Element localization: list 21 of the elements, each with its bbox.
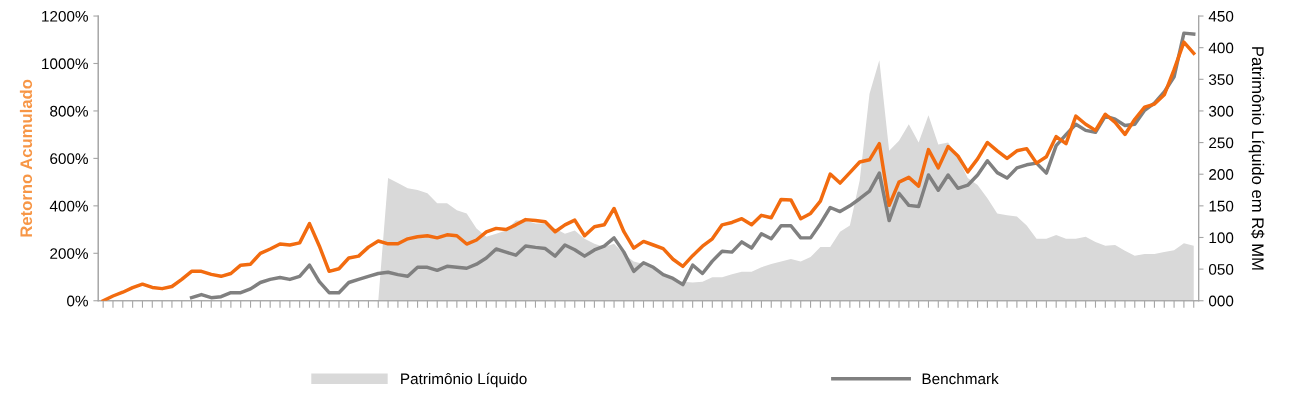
legend-label: Benchmark — [922, 373, 999, 385]
y2-tick-label: 100 — [1209, 232, 1234, 244]
y2-axis-title: Patrimônio Líquido em R$ MM — [1248, 47, 1265, 270]
y-tick-label: 0% — [67, 295, 88, 307]
y-tick-label: 200% — [50, 248, 88, 259]
y2-tick-label: 300 — [1208, 105, 1234, 117]
y-tick-label: 400% — [49, 200, 88, 212]
y2-tick-label: 150 — [1209, 200, 1234, 212]
y2-tick-label: 400 — [1208, 42, 1234, 54]
y2-tick-label: 000 — [1208, 295, 1234, 307]
y2-tick-label: 250 — [1209, 137, 1234, 149]
y-axis-title: Retorno Acumulado — [19, 79, 33, 237]
y2-tick-label: 050 — [1208, 263, 1234, 275]
y-tick-label: 800% — [50, 105, 88, 117]
y2-tick-label: 200 — [1209, 169, 1234, 180]
y2-tick-label: 350 — [1208, 74, 1234, 85]
y-tick-label: 1200% — [42, 10, 88, 22]
legend-label: Patrimônio Líquido — [401, 372, 527, 388]
y2-tick-label: 450 — [1208, 10, 1234, 22]
y-tick-label: 600% — [50, 153, 88, 165]
y-tick-label: 1000% — [42, 58, 88, 70]
